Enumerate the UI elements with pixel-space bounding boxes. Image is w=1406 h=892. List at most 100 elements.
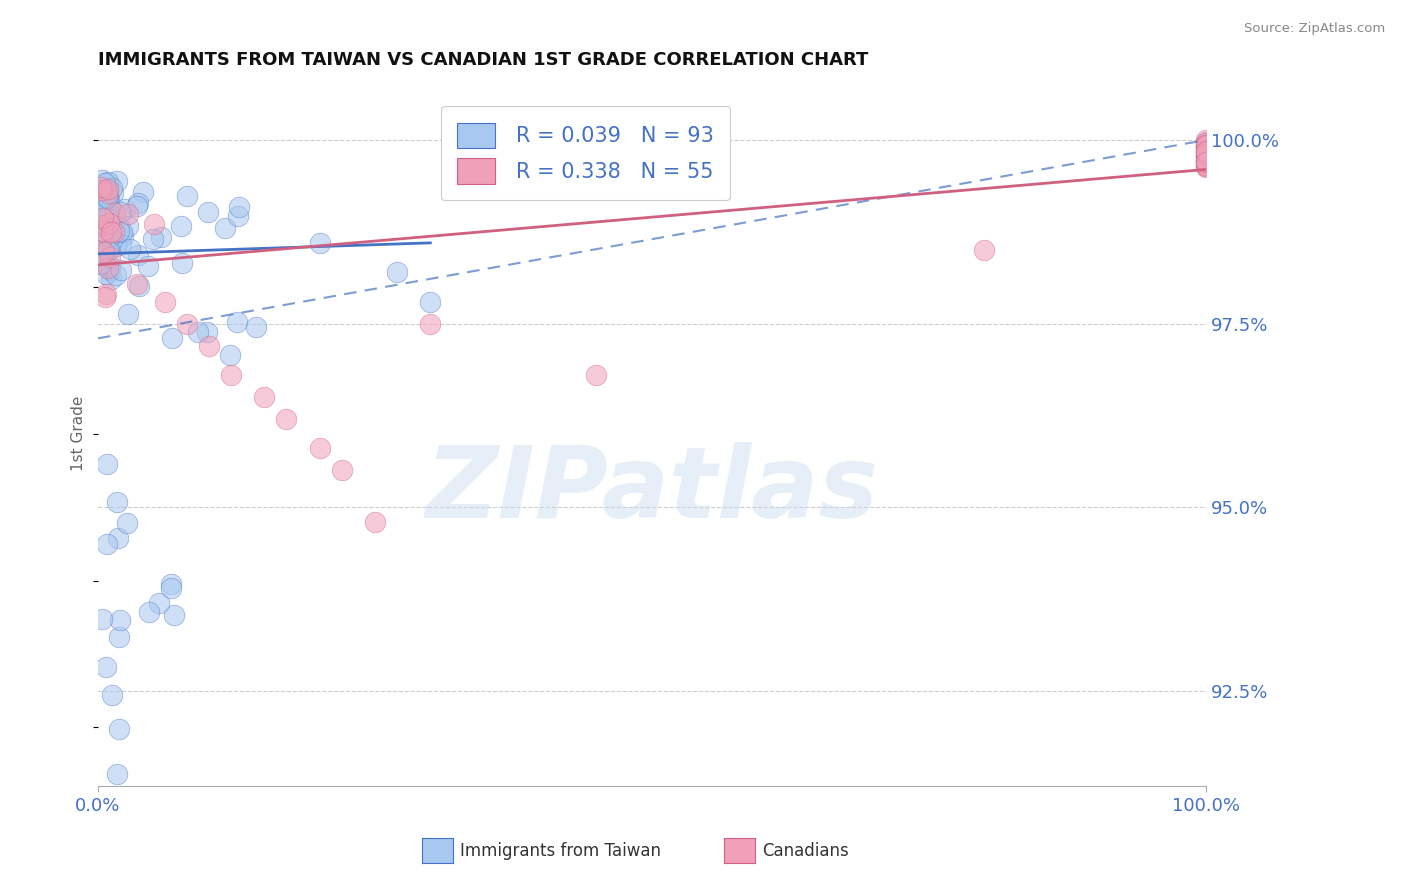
Point [120,242,142,256]
Point [1195,155,1218,169]
Point [91,224,114,238]
Point [94,183,117,197]
Point [127,196,149,211]
Point [1195,133,1218,147]
Point [90,180,112,194]
Point [104,206,127,220]
Point [1195,144,1218,158]
Point [97,260,120,275]
Point [117,307,139,321]
Point [1195,153,1218,168]
Point [148,596,170,610]
Point [163,608,186,623]
Point [105,767,128,781]
Point [176,317,198,331]
Point [330,463,353,477]
Point [419,294,441,309]
Point [153,294,176,309]
Point [94,176,117,190]
Point [98,250,121,264]
Point [308,442,330,456]
Point [89,222,111,236]
Point [100,225,122,239]
Point [170,219,193,233]
Point [1195,157,1218,171]
Point [1195,136,1218,150]
Point [96,537,118,551]
Point [245,320,267,334]
Point [108,224,131,238]
Point [115,516,138,531]
Point [108,613,131,627]
Point [97,186,120,201]
Point [1195,138,1218,153]
Point [1195,145,1218,160]
Point [1195,145,1218,159]
Point [127,248,149,262]
Point [89,229,111,244]
Point [1195,149,1218,163]
Point [90,257,112,271]
Point [100,272,122,286]
Legend: R = 0.039   N = 93, R = 0.338   N = 55: R = 0.039 N = 93, R = 0.338 N = 55 [440,106,730,201]
Point [97,176,120,190]
Point [125,277,148,292]
Point [97,244,120,259]
Point [90,183,112,197]
Point [97,190,120,204]
Point [136,259,159,273]
Point [98,259,121,273]
Point [226,316,249,330]
Point [103,225,125,239]
Text: IMMIGRANTS FROM TAIWAN VS CANADIAN 1ST GRADE CORRELATION CHART: IMMIGRANTS FROM TAIWAN VS CANADIAN 1ST G… [98,51,869,69]
Text: Immigrants from Taiwan: Immigrants from Taiwan [460,842,661,860]
Point [1195,158,1218,172]
Text: Source: ZipAtlas.com: Source: ZipAtlas.com [1244,22,1385,36]
Point [108,219,131,233]
Point [198,338,221,352]
Point [1195,154,1218,169]
Point [585,368,607,382]
Point [105,174,128,188]
Point [1195,144,1218,158]
Text: Canadians: Canadians [762,842,849,860]
Point [114,202,136,217]
Point [90,255,112,269]
Point [1195,154,1218,169]
Point [419,317,441,331]
Point [105,494,128,508]
Point [110,263,132,277]
Point [1195,153,1218,167]
Point [97,216,120,230]
Point [1195,160,1218,174]
Point [214,221,236,235]
Point [101,688,124,702]
Point [91,173,114,187]
Y-axis label: 1st Grade: 1st Grade [72,396,86,472]
Point [253,390,276,404]
Point [87,224,110,238]
Point [128,278,150,293]
Point [111,225,134,239]
Point [1195,160,1218,174]
Point [219,368,242,382]
Point [93,193,115,207]
Point [1195,153,1218,168]
Point [96,287,118,301]
Point [97,182,120,196]
Point [131,186,153,200]
Point [1195,155,1218,169]
Point [1195,142,1218,156]
Point [90,612,112,626]
Point [108,630,131,644]
Point [1195,144,1218,158]
Point [89,235,111,250]
Point [97,193,120,207]
Point [197,205,219,219]
Point [94,191,117,205]
Point [91,219,114,233]
Point [110,205,132,219]
Point [117,207,139,221]
Point [127,199,149,213]
Point [112,228,135,243]
